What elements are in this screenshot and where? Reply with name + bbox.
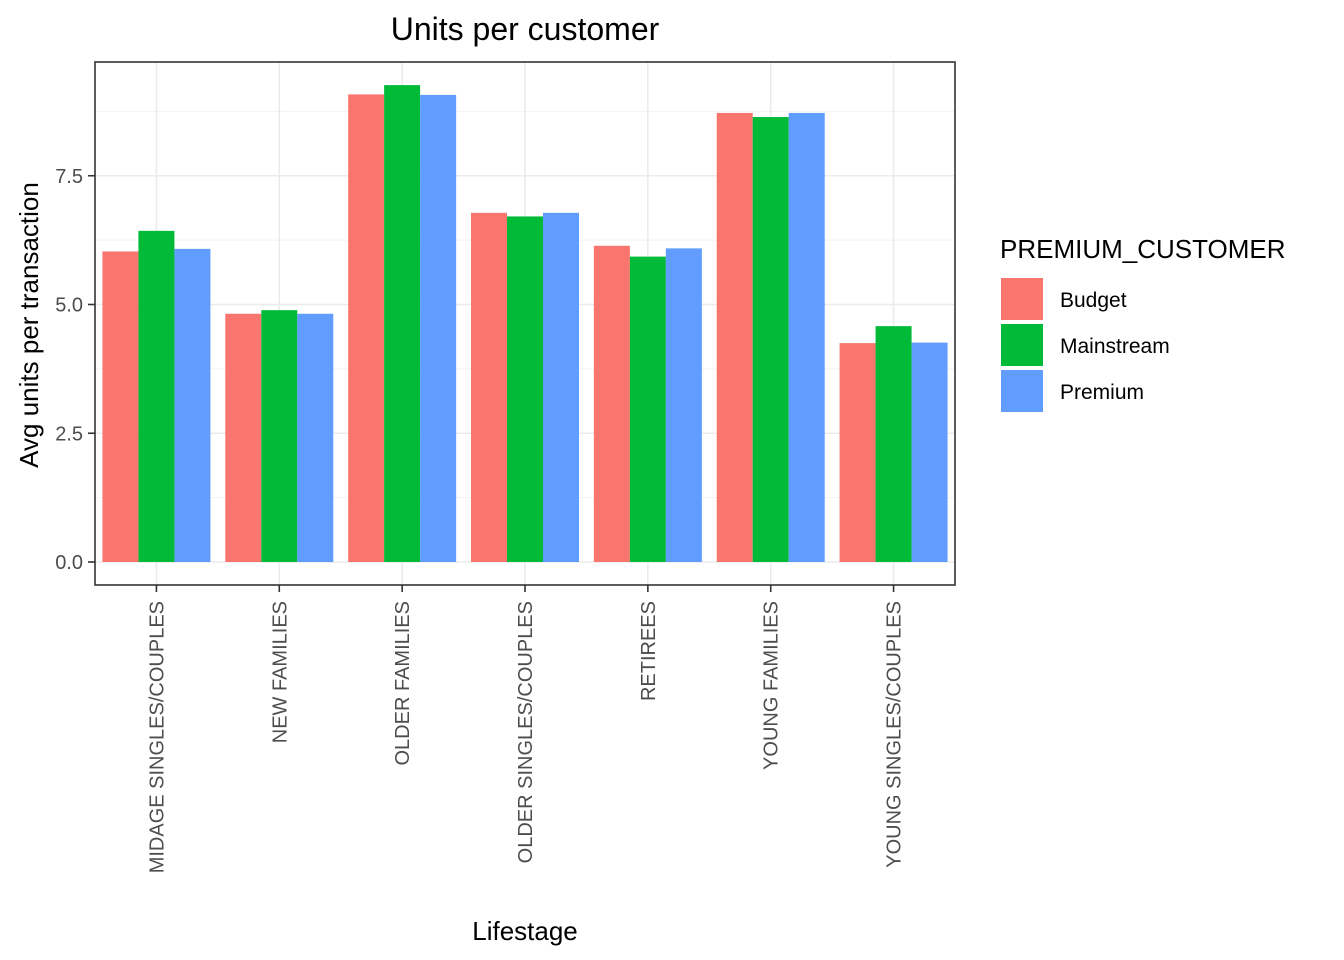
- bar: [348, 94, 385, 562]
- bar: [261, 310, 298, 562]
- legend-title: PREMIUM_CUSTOMER: [1000, 234, 1286, 264]
- y-tick-label: 5.0: [55, 295, 83, 317]
- y-tick-label: 2.5: [55, 423, 83, 445]
- legend: PREMIUM_CUSTOMER Budget Mainstream Premium: [1000, 234, 1286, 412]
- bar: [225, 313, 262, 562]
- bar: [665, 248, 702, 563]
- bar: [384, 85, 421, 563]
- x-tick-label: OLDER FAMILIES: [392, 601, 414, 766]
- legend-label: Budget: [1060, 289, 1127, 312]
- chart-title: Units per customer: [391, 11, 660, 47]
- bar: [543, 212, 579, 562]
- bar: [839, 343, 876, 562]
- bar: [911, 342, 948, 562]
- bar: [716, 112, 753, 563]
- x-axis: MIDAGE SINGLES/COUPLES NEW FAMILIES OLDER …: [146, 585, 906, 873]
- x-axis-title: Lifestage: [472, 916, 578, 946]
- y-tick-label: 0.0: [55, 552, 83, 574]
- legend-label: Premium: [1060, 381, 1144, 404]
- legend-key: [1001, 370, 1043, 412]
- x-tick-label: YOUNG SINGLES/COUPLES: [884, 601, 906, 868]
- bar: [875, 326, 912, 562]
- legend-key: [1001, 324, 1043, 366]
- bar: [788, 112, 825, 563]
- x-tick-label: MIDAGE SINGLES/COUPLES: [146, 601, 168, 873]
- bar: [174, 248, 211, 562]
- bar: [629, 256, 666, 562]
- x-tick-label: NEW FAMILIES: [269, 601, 291, 743]
- legend-label: Mainstream: [1060, 335, 1170, 358]
- x-tick-label: YOUNG FAMILIES: [761, 601, 783, 770]
- bar: [752, 117, 789, 562]
- y-axis-title: Avg units per transaction: [14, 182, 44, 468]
- panel-border: [94, 61, 956, 586]
- bar: [507, 216, 543, 562]
- legend-key: [1001, 278, 1043, 320]
- bar: [297, 313, 334, 562]
- bars-group: [102, 85, 948, 563]
- y-tick-label: 7.5: [55, 166, 83, 188]
- bar: [471, 212, 507, 562]
- x-tick-label: OLDER SINGLES/COUPLES: [515, 601, 537, 863]
- y-axis: 0.0 2.5 5.0 7.5: [55, 166, 95, 574]
- bar: [138, 230, 175, 563]
- bar: [102, 251, 139, 562]
- x-tick-label: RETIREES: [638, 601, 660, 701]
- bar: [420, 94, 457, 563]
- bar: [593, 245, 630, 563]
